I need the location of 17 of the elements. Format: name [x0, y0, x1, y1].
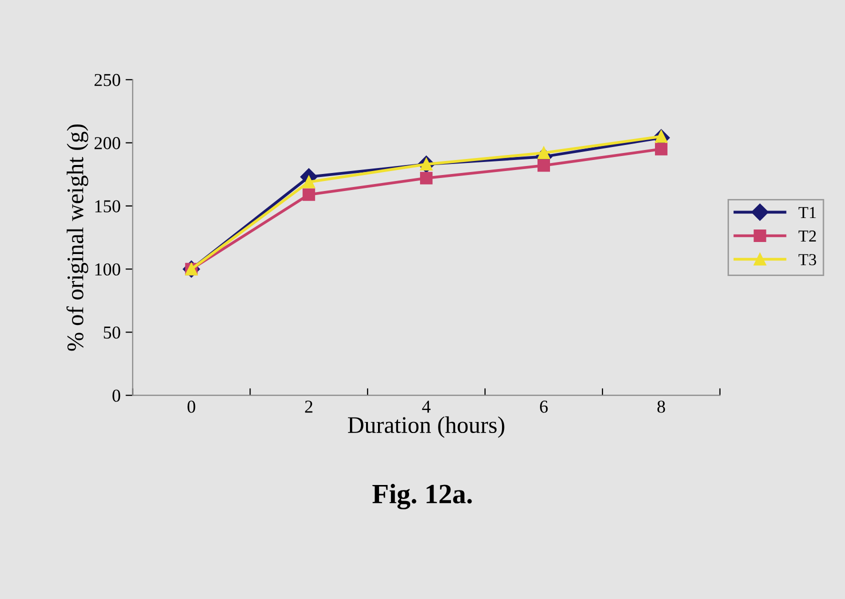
x-tick-label: 0	[188, 400, 196, 413]
caption: Fig. 12a.	[372, 484, 472, 510]
x-tick-label: 6	[540, 400, 548, 413]
y-tick-label: 0	[112, 390, 120, 402]
y-tick-label: 250	[94, 74, 120, 86]
y-tick-label: 100	[95, 263, 120, 276]
y-tick-label: 150	[95, 200, 120, 212]
legend-label: T3	[798, 254, 816, 266]
x-tick-label: 4	[422, 400, 431, 413]
y-tick-label: 200	[94, 137, 120, 150]
x-axis-title: Duration (hours)	[348, 416, 504, 438]
x-tick-label: 8	[657, 400, 666, 413]
x-tick-label: 2	[305, 400, 312, 413]
legend-label: T2	[798, 230, 816, 242]
y-axis-title: % of original weight (g)	[66, 124, 88, 351]
legend-label: T1	[798, 207, 816, 218]
y-tick-label: 50	[104, 326, 120, 339]
